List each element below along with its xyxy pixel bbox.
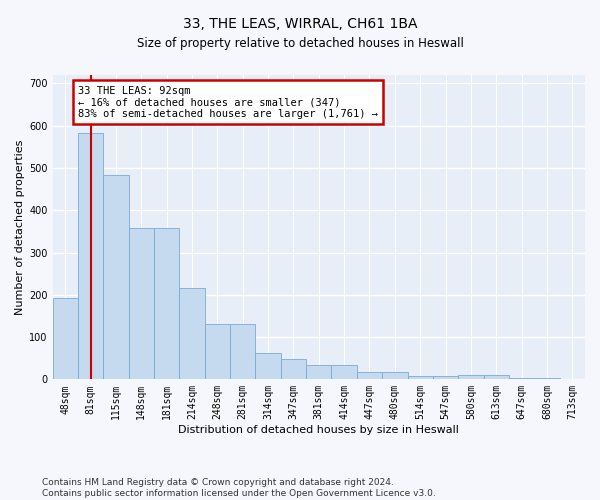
Text: 33, THE LEAS, WIRRAL, CH61 1BA: 33, THE LEAS, WIRRAL, CH61 1BA bbox=[183, 18, 417, 32]
Bar bbox=[534, 378, 560, 380]
Text: 33 THE LEAS: 92sqm
← 16% of detached houses are smaller (347)
83% of semi-detach: 33 THE LEAS: 92sqm ← 16% of detached hou… bbox=[78, 86, 378, 119]
Bar bbox=[357, 372, 382, 380]
Bar bbox=[205, 324, 230, 380]
X-axis label: Distribution of detached houses by size in Heswall: Distribution of detached houses by size … bbox=[178, 425, 459, 435]
Bar bbox=[230, 324, 256, 380]
Bar bbox=[281, 359, 306, 380]
Bar bbox=[128, 228, 154, 380]
Bar bbox=[78, 133, 103, 380]
Bar bbox=[407, 376, 433, 380]
Bar bbox=[433, 376, 458, 380]
Bar bbox=[331, 364, 357, 380]
Bar bbox=[458, 375, 484, 380]
Bar bbox=[484, 375, 509, 380]
Bar bbox=[382, 372, 407, 380]
Y-axis label: Number of detached properties: Number of detached properties bbox=[15, 140, 25, 315]
Bar bbox=[179, 288, 205, 380]
Text: Contains HM Land Registry data © Crown copyright and database right 2024.
Contai: Contains HM Land Registry data © Crown c… bbox=[42, 478, 436, 498]
Bar bbox=[53, 298, 78, 380]
Bar bbox=[154, 228, 179, 380]
Bar bbox=[306, 364, 331, 380]
Bar bbox=[103, 175, 128, 380]
Bar bbox=[256, 352, 281, 380]
Bar bbox=[509, 378, 534, 380]
Text: Size of property relative to detached houses in Heswall: Size of property relative to detached ho… bbox=[137, 38, 463, 51]
